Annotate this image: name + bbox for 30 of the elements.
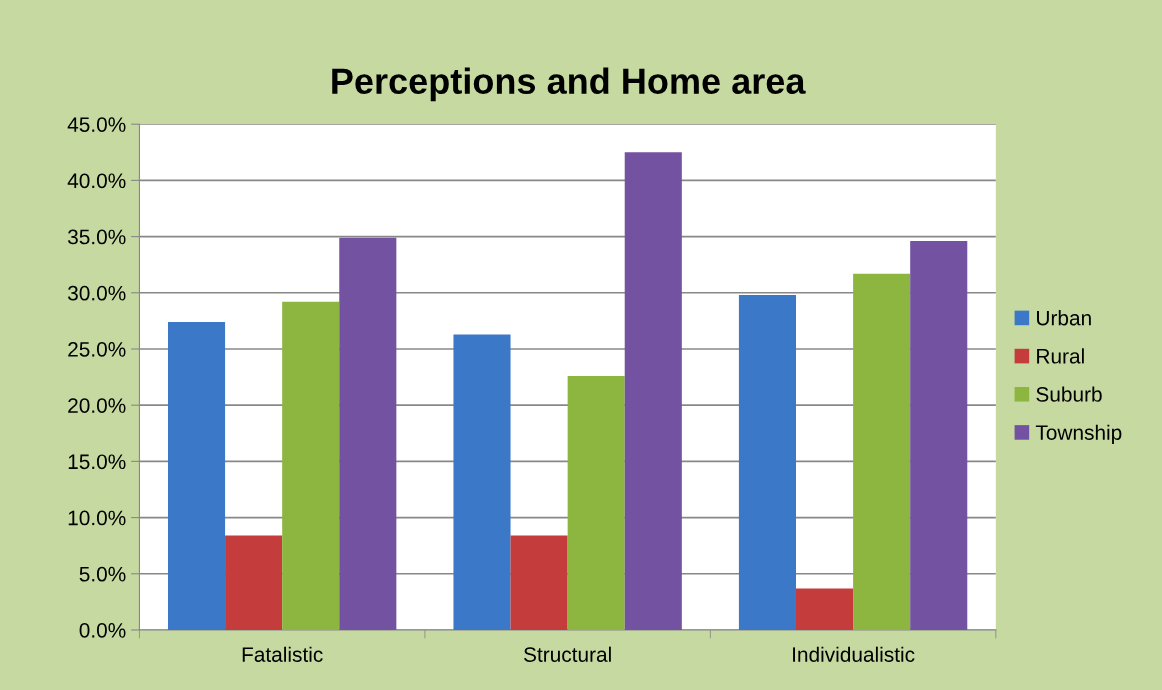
bar	[339, 237, 397, 630]
y-tick-label: 35.0%	[67, 229, 126, 245]
x-tick-label: Fatalistic	[242, 646, 323, 662]
bar	[453, 334, 511, 630]
y-tick-label: 40.0%	[67, 173, 126, 189]
y-tick-label: 45.0%	[67, 117, 126, 132]
chart-title: Perceptions and Home area	[332, 67, 806, 102]
legend-label: Township	[1035, 424, 1122, 445]
bar	[853, 273, 911, 630]
legend-label: Suburb	[1036, 386, 1102, 402]
x-tick-label: Individualistic	[793, 646, 915, 662]
bar	[738, 295, 797, 630]
bar	[567, 375, 625, 630]
x-tick-label: Structural	[524, 646, 611, 662]
bar	[225, 535, 283, 630]
bar	[910, 241, 968, 630]
y-tick-label: 5.0%	[79, 566, 126, 582]
y-tick-label: 25.0%	[68, 341, 126, 357]
y-tick-label: 30.0%	[67, 285, 126, 301]
bar	[282, 301, 340, 630]
bar	[624, 152, 682, 630]
bar	[167, 322, 226, 630]
y-tick-label: 20.0%	[68, 398, 126, 413]
y-tick-label: 10.0%	[68, 510, 126, 526]
y-tick-label: 15.0%	[68, 454, 126, 470]
legend-label: Urban	[1037, 310, 1091, 326]
y-tick-label: 0.0%	[79, 622, 126, 638]
bar	[510, 535, 568, 630]
bar	[796, 588, 854, 630]
legend-label: Rural	[1037, 348, 1084, 364]
